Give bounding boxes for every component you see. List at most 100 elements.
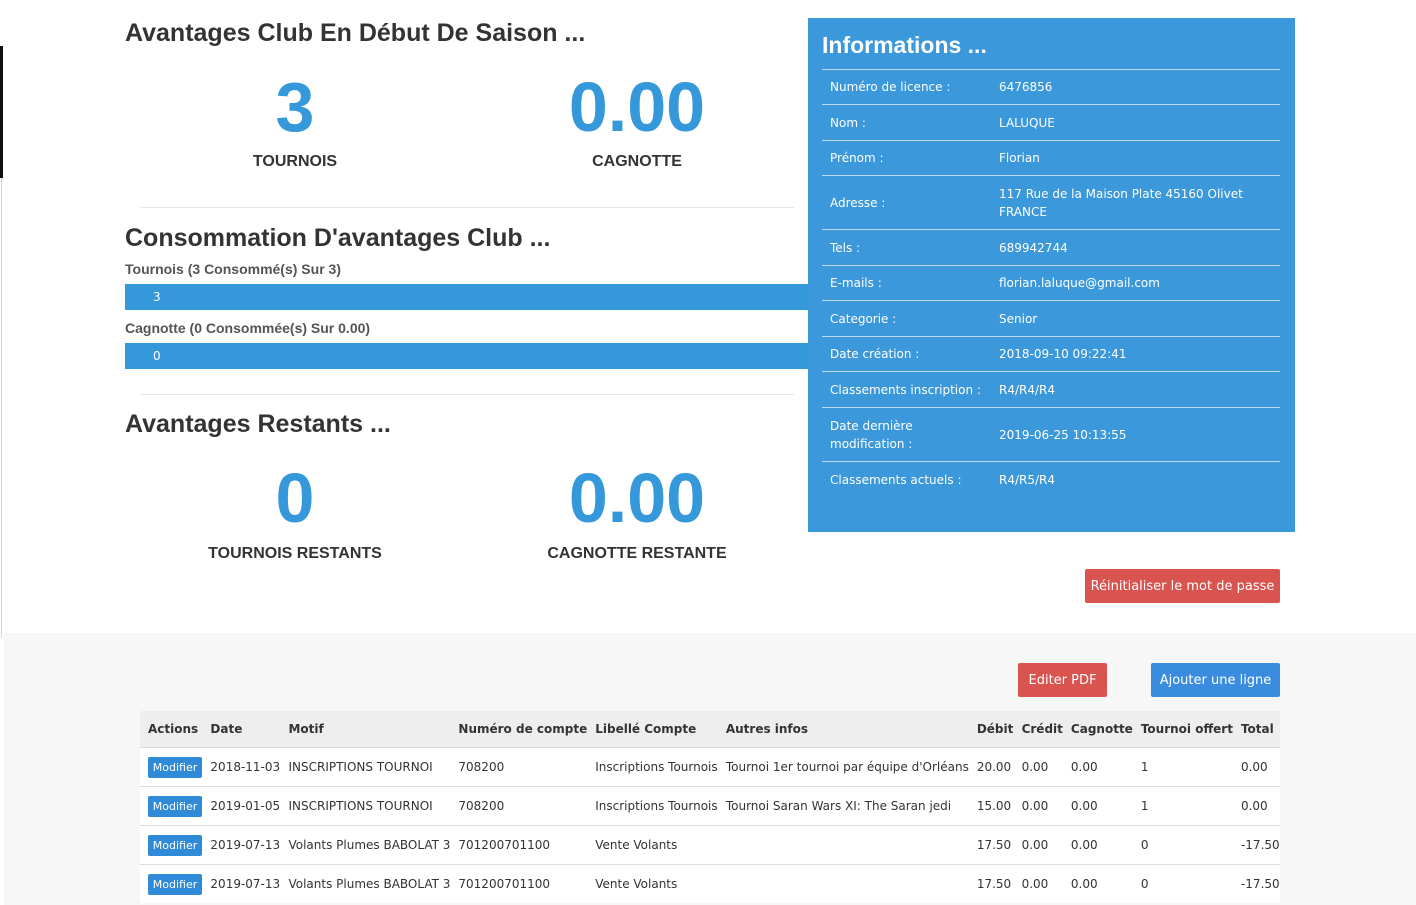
left-rail xyxy=(0,0,3,905)
tournois-consumption-label: Tournois (3 Consommé(s) Sur 3) xyxy=(125,261,341,277)
left-rail-border xyxy=(1,178,2,638)
cagnotte-cell: 0.00 xyxy=(1062,864,1133,903)
remaining-tournois-value: 0 xyxy=(275,459,315,537)
modify-button[interactable]: Modifier xyxy=(148,834,202,856)
reset-password-button[interactable]: Réinitialiser le mot de passe xyxy=(1085,569,1280,603)
debit-cell: 17.50 xyxy=(968,864,1014,903)
credit-cell: 0.00 xyxy=(1013,825,1063,865)
info-key: Date dernière modification : xyxy=(822,407,991,462)
account-label-cell: Inscriptions Tournois xyxy=(587,747,718,787)
info-value: 6476856 xyxy=(991,69,1280,105)
account-number-cell: 701200701100 xyxy=(450,825,588,865)
other-info-cell: Tournoi Saran Wars XI: The Saran jedi xyxy=(717,786,969,826)
ledger-table: Actions Date Motif Numéro de compte Libe… xyxy=(140,711,1280,903)
table-row: Modifier 2018-11-03 INSCRIPTIONS TOURNOI… xyxy=(140,747,1280,787)
season-tournois-label: TOURNOIS xyxy=(252,153,338,170)
actions-cell: Modifier xyxy=(140,747,203,787)
table-row: Modifier 2019-07-13 Volants Plumes BABOL… xyxy=(140,825,1280,865)
info-key: Adresse : xyxy=(822,175,991,230)
info-value: 689942744 xyxy=(991,229,1280,266)
info-row-emails: E-mails : florian.laluque@gmail.com xyxy=(822,265,1280,301)
column-header: Débit xyxy=(968,711,1014,748)
account-label-cell: Vente Volants xyxy=(587,825,718,865)
info-key: Numéro de licence : xyxy=(822,69,991,105)
tournois-progress-fill: 3 xyxy=(125,284,808,310)
tournois-progress-bar: 3 xyxy=(125,284,808,310)
info-row-adresse: Adresse :117 Rue de la Maison Plate 4516… xyxy=(822,175,1280,230)
cagnotte-progress-fill: 0 xyxy=(125,343,808,369)
account-number-cell: 701200701100 xyxy=(450,864,588,903)
account-label-cell: Inscriptions Tournois xyxy=(587,786,718,826)
debit-cell: 17.50 xyxy=(968,825,1014,865)
motif-cell: Volants Plumes BABOLAT 3 xyxy=(280,864,451,903)
account-number-cell: 708200 xyxy=(450,786,588,826)
column-header: Cagnotte xyxy=(1062,711,1133,748)
informations-title: Informations ... xyxy=(822,32,987,58)
info-row-tels: Tels :689942744 xyxy=(822,229,1280,266)
info-key: E-mails : xyxy=(822,265,991,301)
table-row: Modifier 2019-01-05 INSCRIPTIONS TOURNOI… xyxy=(140,786,1280,826)
remaining-cagnotte-label: CAGNOTTE RESTANTE xyxy=(547,545,727,562)
remaining-cagnotte-value: 0.00 xyxy=(568,459,706,537)
remaining-title: Avantages Restants ... xyxy=(125,410,391,438)
informations-panel: Informations ... Numéro de licence :6476… xyxy=(808,18,1295,532)
motif-cell: INSCRIPTIONS TOURNOI xyxy=(280,747,451,787)
info-row-date-creation: Date création :2018-09-10 09:22:41 xyxy=(822,336,1280,372)
season-cagnotte-value: 0.00 xyxy=(568,68,706,146)
column-header: Date xyxy=(202,711,281,748)
divider xyxy=(140,207,794,208)
modify-button[interactable]: Modifier xyxy=(148,795,202,817)
info-row-licence: Numéro de licence :6476856 xyxy=(822,69,1280,105)
total-cell: 0.00 xyxy=(1232,747,1280,787)
info-value[interactable]: florian.laluque@gmail.com xyxy=(991,265,1280,301)
other-info-cell: Tournoi 1er tournoi par équipe d'Orléans xyxy=(717,747,969,787)
modify-button[interactable]: Modifier xyxy=(148,873,202,895)
column-header: Total xyxy=(1232,711,1280,748)
left-rail-dark-segment xyxy=(0,46,3,178)
info-value: 2019-06-25 10:13:55 xyxy=(991,407,1280,462)
divider xyxy=(140,394,794,395)
ledger-header-row: Actions Date Motif Numéro de compte Libe… xyxy=(140,711,1280,748)
add-line-button[interactable]: Ajouter une ligne xyxy=(1151,663,1280,697)
tournoi-offert-cell: 0 xyxy=(1132,864,1233,903)
column-header: Tournoi offert xyxy=(1132,711,1233,748)
info-row-prenom: Prénom : Florian xyxy=(822,140,1280,176)
account-number-cell: 708200 xyxy=(450,747,588,787)
info-key: Categorie : xyxy=(822,300,991,337)
column-header: Libellé Compte xyxy=(587,711,718,748)
info-value: Florian xyxy=(991,140,1280,176)
info-row-classements-inscription: Classements inscription : R4/R4/R4 xyxy=(822,371,1280,408)
consumption-title: Consommation D'avantages Club ... xyxy=(125,224,551,252)
tournoi-offert-cell: 1 xyxy=(1132,786,1233,826)
credit-cell: 0.00 xyxy=(1013,747,1063,787)
tournoi-offert-cell: 1 xyxy=(1132,747,1233,787)
column-header: Crédit xyxy=(1013,711,1063,748)
cagnotte-progress-bar: 0 xyxy=(125,343,808,369)
motif-cell: INSCRIPTIONS TOURNOI xyxy=(280,786,451,826)
other-info-cell xyxy=(717,825,969,865)
date-cell: 2019-07-13 xyxy=(202,864,281,903)
modify-button[interactable]: Modifier xyxy=(148,756,202,778)
info-key: Tels : xyxy=(822,229,991,266)
season-title: Avantages Club En Début De Saison ... xyxy=(125,19,586,47)
info-row-nom: Nom : LALUQUE xyxy=(822,104,1280,141)
info-value: 2018-09-10 09:22:41 xyxy=(991,336,1280,372)
motif-cell: Volants Plumes BABOLAT 3 xyxy=(280,825,451,865)
cagnotte-cell: 0.00 xyxy=(1062,786,1133,826)
info-row-date-modification: Date dernière modification :2019-06-25 1… xyxy=(822,407,1280,462)
info-key: Prénom : xyxy=(822,140,991,176)
date-cell: 2019-07-13 xyxy=(202,825,281,865)
info-value: Senior xyxy=(991,300,1280,337)
edit-pdf-button[interactable]: Editer PDF xyxy=(1018,663,1107,697)
cagnotte-consumption-label: Cagnotte (0 Consommée(s) Sur 0.00) xyxy=(125,320,371,336)
info-value: LALUQUE xyxy=(991,104,1280,141)
info-key: Date création : xyxy=(822,336,991,372)
info-value: 117 Rue de la Maison Plate 45160 Olivet … xyxy=(991,175,1280,230)
info-key: Classements actuels : xyxy=(822,461,991,498)
other-info-cell xyxy=(717,864,969,903)
tournoi-offert-cell: 0 xyxy=(1132,825,1233,865)
actions-cell: Modifier xyxy=(140,825,203,865)
informations-table: Numéro de licence :6476856 Nom : LALUQUE … xyxy=(822,69,1280,498)
cagnotte-cell: 0.00 xyxy=(1062,825,1133,865)
column-header: Autres infos xyxy=(717,711,969,748)
